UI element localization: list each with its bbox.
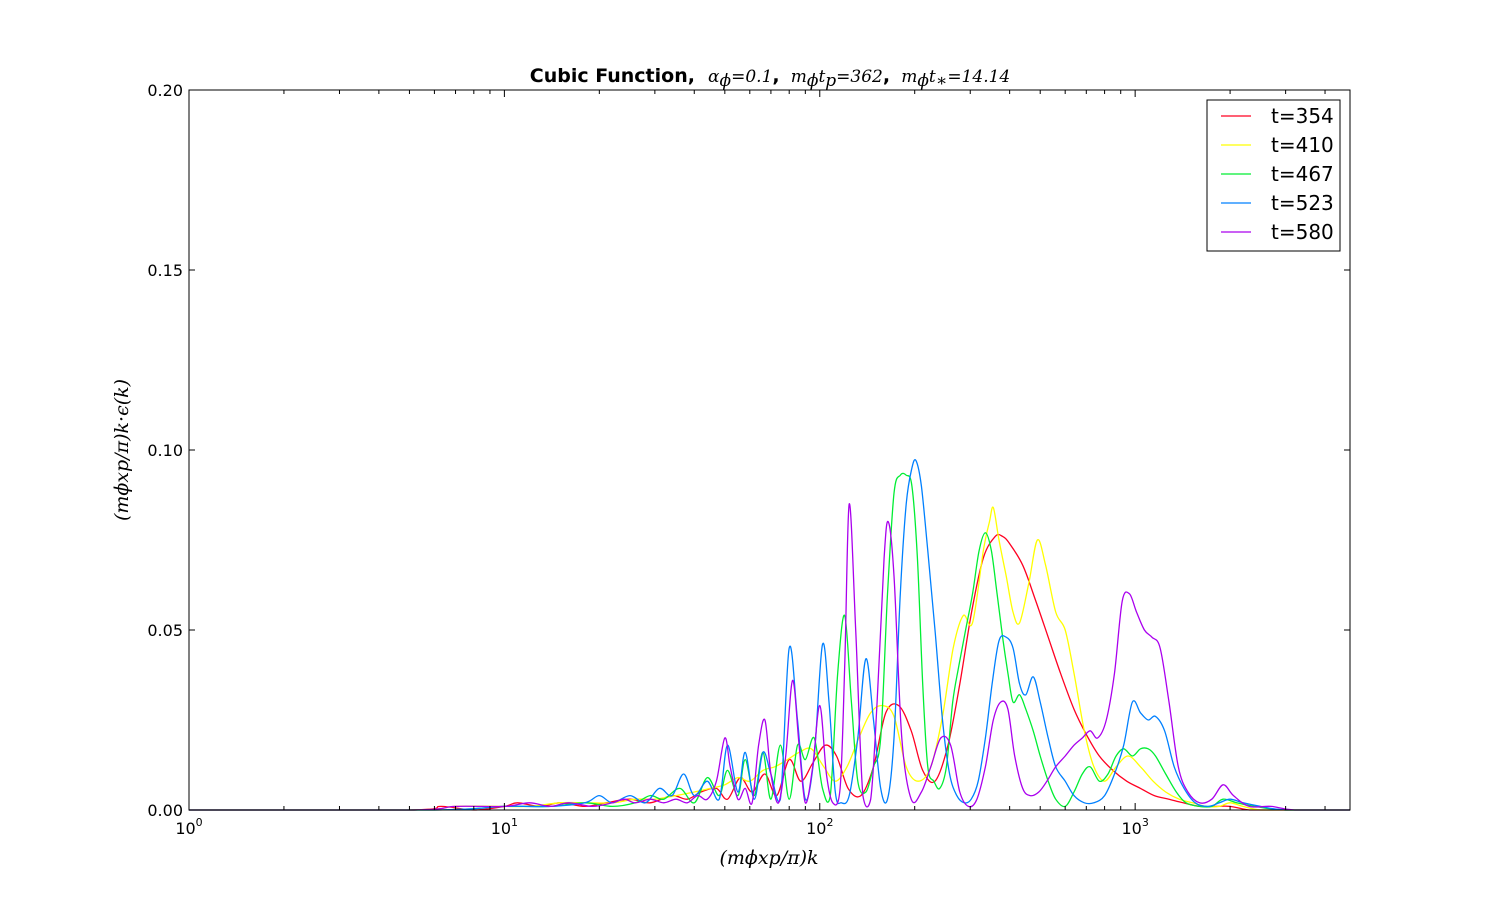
title-tstar-value: =14.14 bbox=[947, 67, 1010, 87]
y-tick-label: 0.10 bbox=[147, 441, 183, 460]
title-alpha-sub: ϕ bbox=[720, 71, 732, 91]
legend-label-0: t=354 bbox=[1271, 104, 1334, 128]
title-alpha-value: =0.1 bbox=[731, 67, 772, 87]
legend-label-2: t=467 bbox=[1271, 162, 1334, 186]
x-axis-label: (mϕxp/π)k bbox=[719, 847, 818, 869]
legend-label-1: t=410 bbox=[1271, 133, 1334, 157]
chart-title-bold: Cubic Function, bbox=[530, 65, 695, 87]
series-line-3 bbox=[189, 458, 1350, 811]
title-m2-sub: ϕ bbox=[917, 71, 929, 91]
y-tick-label: 0.00 bbox=[147, 801, 183, 820]
title-m2: m bbox=[901, 67, 917, 87]
plot-frame bbox=[188, 89, 1351, 811]
series-layer bbox=[189, 458, 1350, 811]
y-tick-label: 0.20 bbox=[147, 81, 183, 100]
legend-label-3: t=523 bbox=[1271, 191, 1334, 215]
title-t2-sub: ∗ bbox=[936, 71, 948, 91]
x-tick-label: 101 bbox=[491, 816, 518, 838]
title-tp-value: =362 bbox=[836, 67, 883, 87]
title-t1-sub: p bbox=[825, 71, 836, 91]
y-tick-label: 0.05 bbox=[147, 621, 183, 640]
axes: 0.00 0.05 0.10 0.15 0.20 100 101 102 103 bbox=[147, 81, 1351, 838]
chart-title: Cubic Function, αϕ=0.1, mϕtp=362, mϕt∗=1… bbox=[530, 65, 1010, 91]
series-line-1 bbox=[189, 506, 1350, 811]
legend-label-4: t=580 bbox=[1271, 220, 1334, 244]
x-tick-label: 102 bbox=[806, 816, 833, 838]
title-alpha: α bbox=[708, 67, 720, 87]
title-t2: t bbox=[929, 67, 936, 87]
title-m1: m bbox=[791, 67, 807, 87]
y-axis-label: (mϕxp/π)k·ϵ(k) bbox=[111, 379, 133, 521]
title-t1: t bbox=[818, 67, 825, 87]
title-m1-sub: ϕ bbox=[807, 71, 819, 91]
series-line-4 bbox=[189, 503, 1350, 811]
y-tick-label: 0.15 bbox=[147, 261, 183, 280]
x-tick-label: 103 bbox=[1121, 816, 1148, 838]
legend: t=354 t=410 t=467 t=523 t=580 bbox=[1206, 99, 1341, 252]
legend-box bbox=[1206, 99, 1341, 252]
x-tick-label: 100 bbox=[175, 816, 202, 838]
